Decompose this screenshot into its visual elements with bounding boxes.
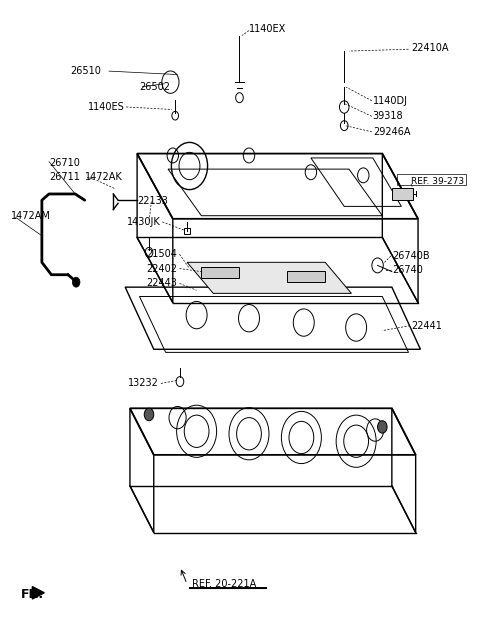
Text: 26510: 26510 (71, 66, 101, 76)
Polygon shape (32, 587, 44, 599)
Text: 13232: 13232 (128, 378, 158, 389)
Text: 29246A: 29246A (373, 127, 410, 137)
Text: 22443: 22443 (147, 278, 178, 288)
Text: 1472AM: 1472AM (11, 211, 51, 221)
Text: 1472AK: 1472AK (84, 172, 122, 182)
Text: 1140DJ: 1140DJ (373, 96, 408, 106)
Text: 26710: 26710 (49, 158, 80, 168)
Circle shape (378, 421, 387, 433)
Text: 22133: 22133 (137, 197, 168, 207)
Bar (184, 228, 191, 235)
Text: 21504: 21504 (147, 249, 178, 259)
Text: FR.: FR. (21, 588, 44, 601)
Text: 1140EX: 1140EX (249, 24, 286, 34)
Text: 1430JK: 1430JK (127, 217, 161, 227)
Circle shape (72, 277, 80, 287)
Text: 1140ES: 1140ES (88, 102, 125, 112)
Text: 26711: 26711 (49, 172, 80, 182)
Bar (396, 174, 466, 185)
Text: 22410A: 22410A (411, 43, 448, 53)
Polygon shape (287, 271, 325, 281)
Polygon shape (392, 188, 413, 200)
Polygon shape (202, 267, 240, 278)
Text: 26740: 26740 (392, 265, 423, 275)
Text: REF. 39-273: REF. 39-273 (411, 177, 464, 186)
Polygon shape (187, 262, 351, 293)
Text: 22441: 22441 (411, 321, 442, 331)
Text: 39318: 39318 (373, 111, 403, 121)
Text: 26740B: 26740B (392, 251, 430, 261)
Text: 26502: 26502 (140, 82, 170, 92)
Text: 22402: 22402 (146, 263, 178, 273)
Circle shape (144, 408, 154, 421)
Text: REF. 20-221A: REF. 20-221A (192, 579, 256, 589)
